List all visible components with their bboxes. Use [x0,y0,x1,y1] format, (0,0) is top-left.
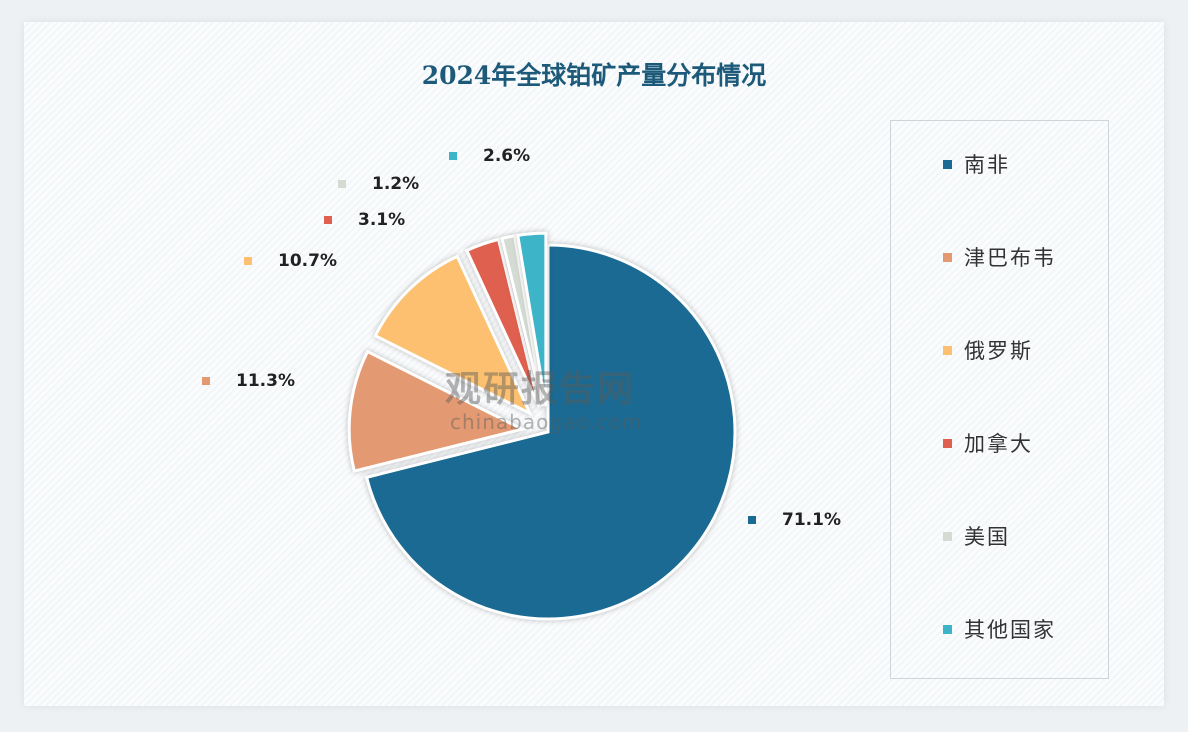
legend-swatch [943,159,952,169]
pie-slice-3 [464,237,541,409]
watermark-text: 观研报告网 [445,369,636,410]
legend-item: 俄罗斯 [943,335,1033,365]
legend-label: 南非 [964,153,1010,177]
data-label-text: 2.6% [483,146,531,166]
legend: 南非津巴布韦俄罗斯加拿大美国其他国家 [890,120,1109,679]
legend-swatch [943,252,952,262]
data-label-text: 3.1% [358,210,406,230]
legend-item: 其他国家 [943,614,1056,644]
pie-slice-2 [373,254,534,417]
legend-swatch [943,624,952,634]
legend-swatch [943,438,952,448]
pie-slice-0 [364,243,737,621]
data-label-text: 71.1% [782,510,841,530]
legend-label: 津巴布韦 [964,246,1056,270]
legend-item: 南非 [943,149,1010,179]
data-label: 11.3% [202,371,295,391]
data-label-marker [324,216,332,224]
legend-label: 加拿大 [964,432,1033,456]
legend-label: 其他国家 [964,618,1056,642]
pie-slice-4 [500,234,545,407]
legend-label: 俄罗斯 [964,339,1033,363]
legend-swatch [943,345,952,355]
data-label: 2.6% [449,146,530,166]
legend-label: 美国 [964,525,1010,549]
data-label-marker [748,516,756,524]
data-label: 3.1% [324,210,405,230]
data-label: 10.7% [244,251,337,271]
data-label-marker [202,377,210,385]
legend-swatch [943,531,952,541]
watermark-url: chinabaogao.com [450,410,643,434]
data-label-marker [244,257,252,265]
legend-item: 美国 [943,521,1010,551]
data-label: 71.1% [748,510,841,530]
chart-title: 2024年全球铂矿产量分布情况 [421,61,767,90]
data-label-text: 1.2% [372,174,420,194]
pie-slice-5 [516,231,548,407]
data-label-marker [449,152,457,160]
pie-slice-1 [347,349,527,473]
data-label: 1.2% [338,174,419,194]
data-label-marker [338,180,346,188]
data-label-text: 10.7% [278,251,337,271]
legend-item: 加拿大 [943,428,1033,458]
data-label-text: 11.3% [236,371,295,391]
legend-item: 津巴布韦 [943,242,1056,272]
